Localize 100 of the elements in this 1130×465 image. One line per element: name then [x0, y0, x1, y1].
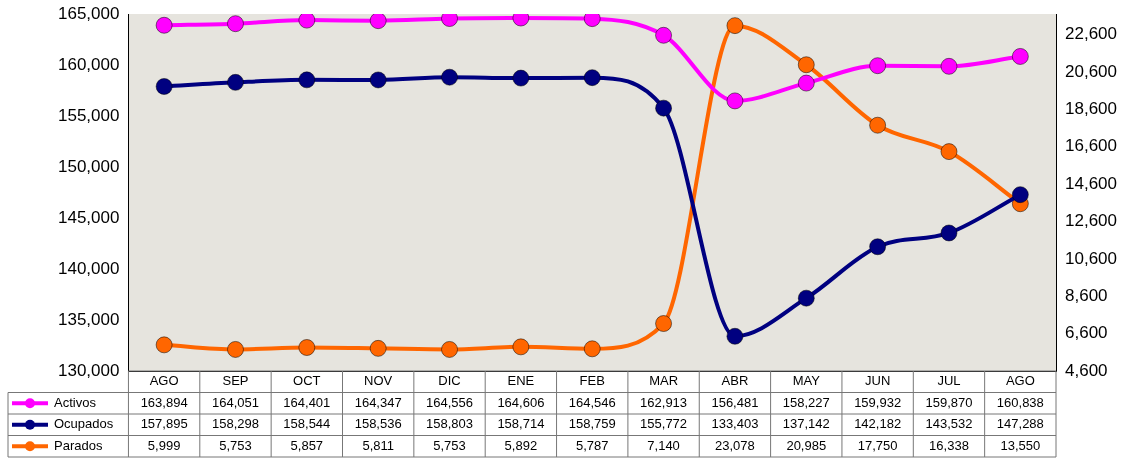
x-tick-label: DIC	[438, 373, 461, 389]
point	[583, 340, 601, 358]
data-label: 17,750	[857, 437, 898, 453]
point	[583, 69, 601, 86]
data-label: 5,892	[504, 437, 538, 453]
data-label: 5,753	[433, 437, 466, 453]
y2-tick-label: 14,600	[1065, 173, 1117, 193]
y2-tick-label: 20,600	[1065, 61, 1117, 81]
point	[441, 341, 458, 358]
point	[726, 92, 744, 110]
legend-label: Activos	[54, 394, 97, 410]
data-label: 13,550	[1000, 437, 1041, 453]
y-tick-label: 140,000	[58, 258, 120, 278]
point	[798, 74, 815, 92]
point	[298, 71, 316, 89]
point	[227, 341, 244, 358]
data-label: 142,182	[854, 416, 902, 432]
data-label: 159,932	[854, 394, 902, 410]
point	[940, 143, 958, 160]
y2-tick-label: 16,600	[1065, 136, 1117, 156]
data-label: 7,140	[647, 437, 680, 453]
y2-tick-label: 10,600	[1065, 248, 1117, 268]
x-tick-label: OCT	[293, 373, 321, 389]
y-tick-label: 155,000	[58, 105, 120, 125]
y2-tick-label: 12,600	[1065, 211, 1117, 231]
data-label: 164,606	[497, 394, 545, 410]
data-label: 160,838	[996, 394, 1044, 410]
data-label: 23,078	[715, 437, 755, 453]
y-tick-label: 165,000	[58, 3, 120, 23]
data-label: 158,714	[497, 416, 545, 432]
data-label: 164,546	[568, 394, 616, 410]
y-tick-label: 150,000	[58, 156, 120, 176]
point	[1012, 186, 1029, 203]
data-label: 158,298	[211, 416, 259, 432]
point	[369, 340, 387, 357]
point	[798, 289, 815, 307]
point	[512, 69, 530, 87]
data-label: 159,870	[925, 394, 973, 410]
point	[155, 17, 173, 34]
y2-tick-label: 6,600	[1065, 323, 1108, 343]
x-tick-label: ENE	[507, 373, 535, 389]
point	[655, 99, 672, 117]
data-label: 164,401	[283, 394, 331, 410]
point	[726, 328, 744, 345]
data-label: 158,759	[568, 416, 616, 432]
point	[940, 224, 958, 242]
data-label: 5,811	[362, 437, 394, 453]
x-tick-label: FEB	[579, 373, 605, 389]
point	[655, 27, 672, 44]
data-label: 5,857	[290, 437, 324, 453]
data-label: 5,999	[147, 437, 181, 453]
x-tick-label: SEP	[222, 373, 249, 389]
data-label: 157,895	[140, 416, 188, 432]
point	[155, 336, 173, 354]
point	[227, 74, 244, 91]
data-label: 158,227	[782, 394, 830, 410]
y-tick-label: 160,000	[58, 54, 120, 74]
y2-tick-label: 18,600	[1065, 99, 1117, 119]
point	[441, 68, 458, 86]
y-tick-label: 135,000	[58, 309, 120, 329]
y2-tick-label: 8,600	[1065, 285, 1108, 305]
point	[298, 14, 316, 29]
y-tick-label: 145,000	[58, 207, 120, 227]
legend-label: Parados	[54, 437, 103, 453]
data-label: 162,913	[640, 394, 688, 410]
data-label: 5,753	[219, 437, 252, 453]
y2-tick-label: 4,600	[1065, 360, 1108, 380]
point	[655, 315, 672, 332]
data-label: 5,787	[575, 437, 609, 453]
point	[369, 71, 387, 89]
data-label: 158,803	[426, 416, 474, 432]
data-label: 158,544	[283, 416, 331, 432]
legend-label: Ocupados	[54, 416, 114, 432]
point	[155, 78, 173, 95]
point	[227, 15, 244, 32]
data-label: 156,481	[711, 394, 759, 410]
point	[298, 339, 316, 356]
x-tick-label: NOV	[364, 373, 393, 389]
data-label: 20,985	[786, 437, 827, 453]
data-label: 133,403	[711, 416, 759, 432]
data-label: 164,051	[211, 394, 259, 410]
y2-tick-label: 22,600	[1065, 24, 1117, 44]
point	[726, 17, 744, 34]
point	[369, 14, 387, 29]
data-label: 163,894	[140, 394, 188, 410]
data-label: 143,532	[925, 416, 973, 432]
data-label: 164,556	[426, 394, 474, 410]
x-tick-label: MAY	[792, 373, 821, 389]
x-tick-label: ABR	[721, 373, 749, 389]
data-label: 147,288	[996, 416, 1044, 432]
point	[940, 58, 958, 75]
data-label: 158,536	[354, 416, 402, 432]
data-label: 164,347	[354, 394, 402, 410]
point	[869, 57, 886, 74]
point	[869, 116, 886, 134]
point	[869, 238, 886, 255]
x-tick-label: MAR	[649, 373, 679, 389]
x-tick-label: JUL	[937, 373, 961, 389]
x-tick-label: AGO	[1005, 373, 1035, 389]
data-label: 155,772	[640, 416, 688, 432]
